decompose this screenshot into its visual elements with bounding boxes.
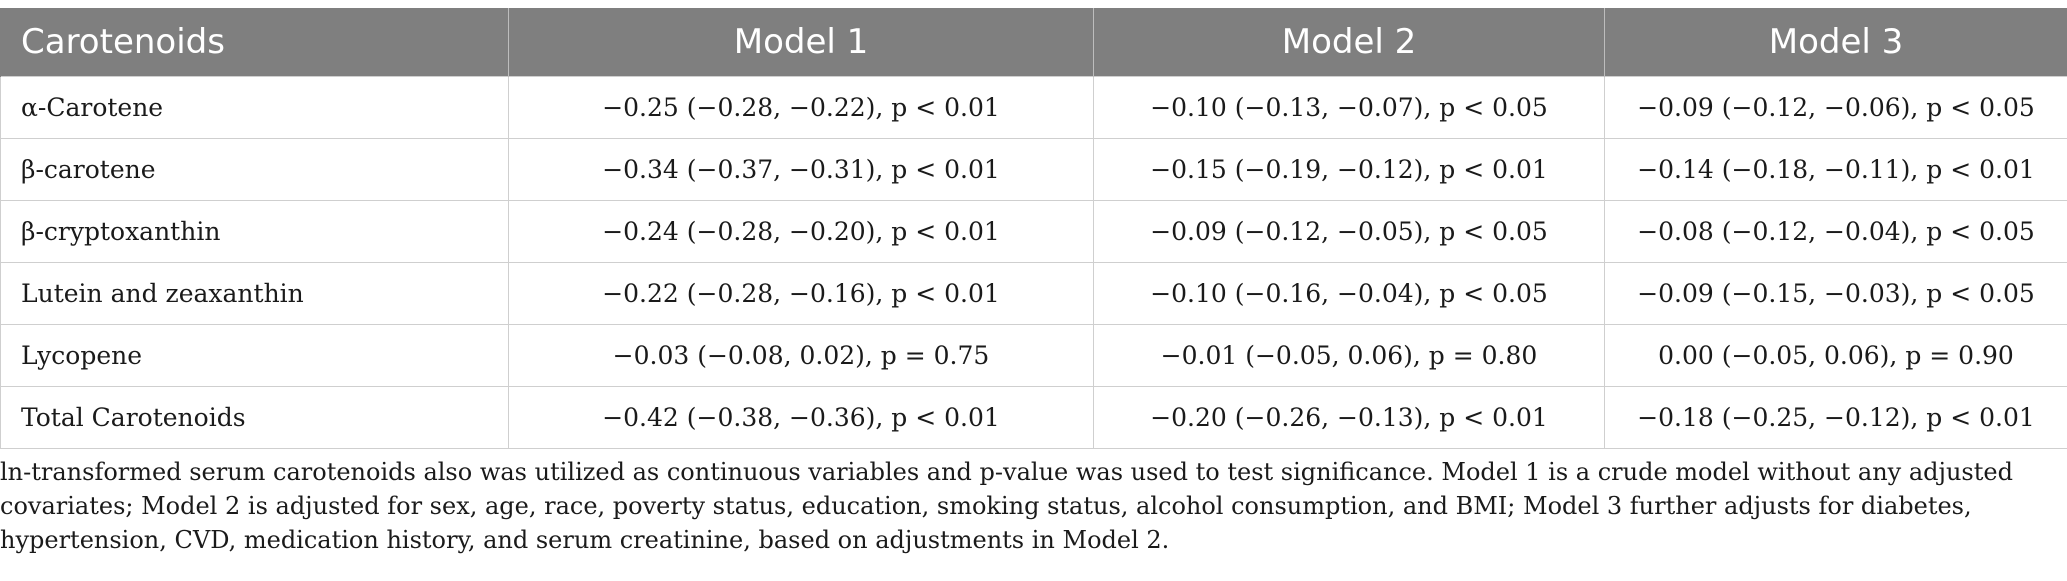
table-footnote: ln-transformed serum carotenoids also wa… — [0, 458, 2013, 554]
model-1-value: −0.24 (−0.28, −0.20), p < 0.01 — [508, 200, 1094, 263]
model-3-value: −0.09 (−0.12, −0.06), p < 0.05 — [1604, 76, 2067, 139]
model-2-value: −0.20 (−0.26, −0.13), p < 0.01 — [1093, 386, 1605, 449]
row-label: α-Carotene — [0, 76, 509, 139]
model-2-value: −0.01 (−0.05, 0.06), p = 0.80 — [1093, 324, 1605, 387]
table-row: α-Carotene −0.25 (−0.28, −0.22), p < 0.0… — [0, 76, 2067, 139]
model-1-value: −0.22 (−0.28, −0.16), p < 0.01 — [508, 262, 1094, 325]
model-3-value: −0.08 (−0.12, −0.04), p < 0.05 — [1604, 200, 2067, 263]
row-label: Lutein and zeaxanthin — [0, 262, 509, 325]
model-1-value: −0.42 (−0.38, −0.36), p < 0.01 — [508, 386, 1094, 449]
row-label: β-carotene — [0, 138, 509, 201]
model-1-value: −0.03 (−0.08, 0.02), p = 0.75 — [508, 324, 1094, 387]
header-model-3: Model 3 — [1604, 8, 2067, 77]
model-2-value: −0.10 (−0.13, −0.07), p < 0.05 — [1093, 76, 1605, 139]
table-row: β-carotene −0.34 (−0.37, −0.31), p < 0.0… — [0, 138, 2067, 201]
table-row: Lycopene −0.03 (−0.08, 0.02), p = 0.75 −… — [0, 324, 2067, 387]
model-1-value: −0.34 (−0.37, −0.31), p < 0.01 — [508, 138, 1094, 201]
header-carotenoids: Carotenoids — [0, 8, 509, 77]
model-3-value: −0.09 (−0.15, −0.03), p < 0.05 — [1604, 262, 2067, 325]
table-body: α-Carotene −0.25 (−0.28, −0.22), p < 0.0… — [0, 76, 2067, 449]
row-label: Total Carotenoids — [0, 386, 509, 449]
model-2-value: −0.15 (−0.19, −0.12), p < 0.01 — [1093, 138, 1605, 201]
model-1-value: −0.25 (−0.28, −0.22), p < 0.01 — [508, 76, 1094, 139]
model-2-value: −0.10 (−0.16, −0.04), p < 0.05 — [1093, 262, 1605, 325]
row-label: Lycopene — [0, 324, 509, 387]
carotenoids-results-table: Carotenoids Model 1 Model 2 Model 3 α-Ca… — [0, 8, 2067, 449]
row-label: β-cryptoxanthin — [0, 200, 509, 263]
table-row: Lutein and zeaxanthin −0.22 (−0.28, −0.1… — [0, 262, 2067, 325]
model-3-value: −0.18 (−0.25, −0.12), p < 0.01 — [1604, 386, 2067, 449]
table-row: β-cryptoxanthin −0.24 (−0.28, −0.20), p … — [0, 200, 2067, 263]
table-row: Total Carotenoids −0.42 (−0.38, −0.36), … — [0, 386, 2067, 449]
results-table-container: Carotenoids Model 1 Model 2 Model 3 α-Ca… — [0, 8, 2067, 449]
header-model-1: Model 1 — [508, 8, 1094, 77]
model-3-value: −0.14 (−0.18, −0.11), p < 0.01 — [1604, 138, 2067, 201]
model-2-value: −0.09 (−0.12, −0.05), p < 0.05 — [1093, 200, 1605, 263]
model-3-value: 0.00 (−0.05, 0.06), p = 0.90 — [1604, 324, 2067, 387]
header-row: Carotenoids Model 1 Model 2 Model 3 — [0, 8, 2067, 77]
table-header: Carotenoids Model 1 Model 2 Model 3 — [0, 8, 2067, 77]
header-model-2: Model 2 — [1093, 8, 1605, 77]
